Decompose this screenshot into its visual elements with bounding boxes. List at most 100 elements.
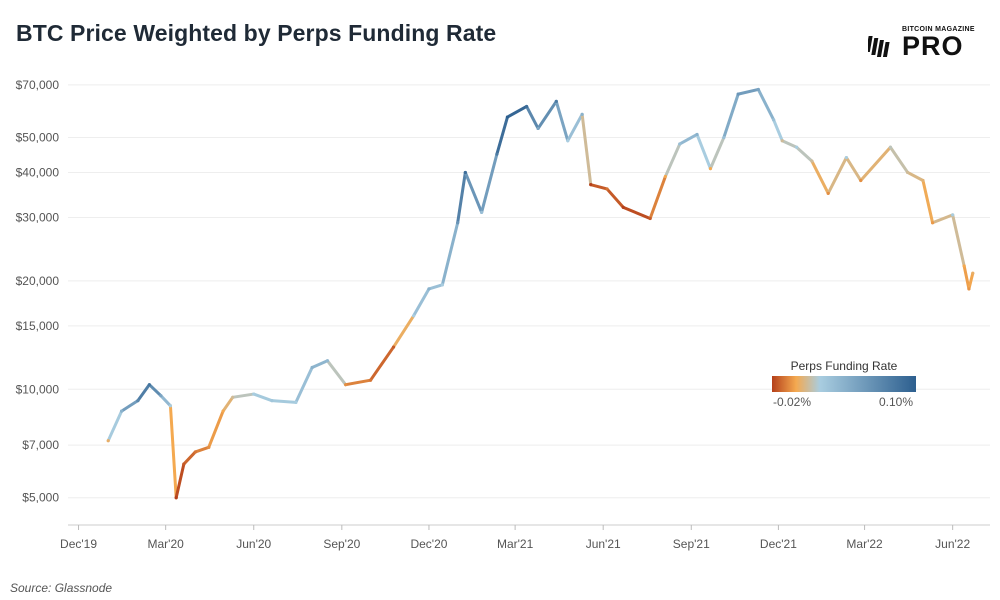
logo-bars-icon bbox=[868, 36, 890, 57]
price-line-segment bbox=[621, 205, 652, 221]
price-line-segment bbox=[648, 174, 667, 221]
price-point bbox=[580, 112, 584, 116]
price-line-segment bbox=[456, 170, 467, 225]
price-line-segment bbox=[780, 139, 799, 149]
price-line-segment bbox=[580, 112, 593, 187]
x-tick-label: Sep'21 bbox=[673, 537, 710, 551]
x-tick-label: Jun'21 bbox=[586, 537, 621, 551]
y-tick-label: $15,000 bbox=[16, 319, 60, 333]
price-point bbox=[708, 166, 713, 171]
price-point bbox=[772, 118, 776, 122]
price-line-segment bbox=[221, 395, 235, 413]
price-line-segment bbox=[495, 115, 509, 156]
price-point bbox=[736, 92, 740, 96]
price-point bbox=[207, 445, 211, 449]
price-point bbox=[344, 383, 348, 387]
y-tick-label: $70,000 bbox=[16, 78, 60, 92]
price-point bbox=[589, 183, 593, 187]
price-point bbox=[174, 496, 178, 500]
price-line-segment bbox=[722, 92, 740, 140]
y-tick-label: $10,000 bbox=[16, 382, 60, 396]
price-line-segment bbox=[136, 383, 151, 403]
price-line-segment bbox=[344, 378, 373, 387]
price-line-segment bbox=[440, 221, 460, 287]
price-point bbox=[440, 283, 444, 287]
price-point bbox=[826, 191, 830, 195]
y-axis: $70,000 $50,000 $40,000 $30,000 $20,000 $15,0… bbox=[16, 78, 60, 505]
price-line-segment bbox=[756, 87, 776, 122]
price-line-segment bbox=[921, 178, 935, 225]
price-line-segment bbox=[325, 359, 348, 387]
price-line-segment bbox=[951, 213, 966, 268]
price-point bbox=[605, 187, 609, 191]
logo-top-text: BITCOIN MAGAZINE bbox=[902, 26, 975, 33]
price-line-segment bbox=[294, 365, 314, 404]
price-point bbox=[844, 155, 848, 160]
price-point bbox=[106, 439, 110, 443]
funding-legend: Perps Funding Rate -0.02% 0.10% bbox=[772, 359, 916, 409]
price-line-segment bbox=[906, 170, 925, 182]
price-line-segment bbox=[207, 409, 225, 449]
y-tick-label: $30,000 bbox=[16, 210, 60, 224]
price-point bbox=[756, 87, 760, 92]
price-point bbox=[810, 159, 814, 163]
price-point bbox=[967, 287, 971, 291]
price-line-segment bbox=[427, 283, 444, 291]
price-point bbox=[951, 213, 955, 217]
price-line-segment bbox=[931, 213, 955, 225]
price-line-segment bbox=[120, 399, 140, 413]
price-line-segment bbox=[505, 104, 529, 119]
price-line-segment bbox=[106, 409, 124, 443]
price-line-segment bbox=[480, 152, 499, 214]
price-line-segment bbox=[962, 264, 971, 291]
price-line-segment bbox=[412, 287, 431, 318]
x-tick-label: Sep'20 bbox=[323, 537, 360, 551]
x-tick-label: Dec'21 bbox=[760, 537, 797, 551]
price-point bbox=[136, 399, 140, 403]
price-point bbox=[536, 126, 540, 131]
x-tick-label: Mar'20 bbox=[148, 537, 185, 551]
price-line-segment bbox=[147, 383, 163, 398]
legend-title: Perps Funding Rate bbox=[791, 359, 898, 373]
price-point bbox=[495, 152, 499, 156]
y-tick-label: $5,000 bbox=[22, 491, 59, 505]
price-line-segment bbox=[392, 314, 416, 349]
price-line-segment bbox=[536, 99, 558, 130]
price-line-segment bbox=[605, 187, 625, 209]
price-point bbox=[930, 221, 935, 225]
y-tick-label: $7,000 bbox=[22, 438, 59, 452]
price-line-segment bbox=[678, 132, 699, 146]
price-point bbox=[921, 178, 925, 183]
legend-min-label: -0.02% bbox=[773, 395, 811, 409]
legend-color-bar bbox=[772, 376, 916, 392]
price-line-segment bbox=[193, 445, 211, 454]
price-point bbox=[695, 132, 699, 137]
price-point bbox=[888, 145, 893, 149]
source-note: Source: Glassnode bbox=[10, 581, 113, 595]
price-line-segment bbox=[252, 392, 274, 403]
price-line-segment bbox=[369, 345, 396, 382]
price-line-segment bbox=[159, 394, 172, 408]
bitcoin-magazine-pro-logo: BITCOIN MAGAZINE PRO bbox=[868, 26, 988, 62]
x-axis: Dec'19 Mar'20 Jun'20 Sep'20 Dec'20 Mar'21 Jun'… bbox=[60, 524, 990, 551]
price-line-segment bbox=[888, 145, 910, 174]
y-tick-label: $40,000 bbox=[16, 165, 60, 179]
price-point bbox=[427, 287, 431, 291]
price-line bbox=[106, 87, 975, 500]
price-point bbox=[252, 392, 256, 396]
price-point bbox=[859, 178, 863, 183]
x-tick-label: Jun'22 bbox=[935, 537, 970, 551]
price-point bbox=[412, 314, 416, 318]
grid-lines bbox=[68, 84, 990, 499]
price-point bbox=[182, 462, 186, 466]
price-point bbox=[780, 139, 784, 143]
price-point bbox=[325, 359, 330, 363]
price-point bbox=[463, 170, 467, 175]
price-point bbox=[971, 271, 975, 275]
price-line-segment bbox=[525, 104, 540, 130]
price-line-segment bbox=[663, 142, 682, 178]
price-point bbox=[120, 409, 124, 413]
price-point bbox=[566, 139, 570, 143]
price-line-segment bbox=[695, 132, 712, 171]
price-point bbox=[168, 404, 173, 408]
